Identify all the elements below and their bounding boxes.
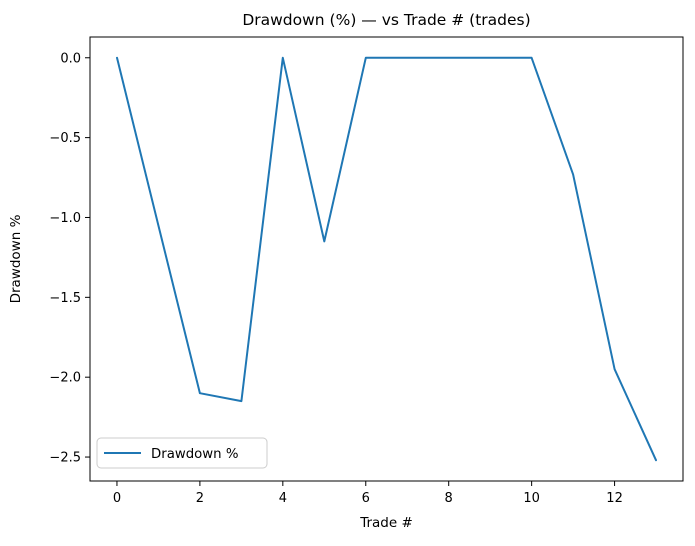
x-axis-ticks: 0 2 4 6 8 10 12 (113, 481, 623, 506)
x-tick-label: 10 (523, 491, 540, 506)
legend-box (96, 437, 268, 469)
y-tick-label: 0.0 (60, 51, 81, 66)
y-tick-label: −2.5 (49, 451, 81, 466)
x-tick-label: 2 (196, 491, 204, 506)
y-tick-label: −2.0 (49, 371, 81, 386)
chart-title: Drawdown (%) — vs Trade # (trades) (242, 11, 530, 29)
x-tick-label: 6 (362, 491, 370, 506)
x-tick-label: 8 (445, 491, 453, 506)
y-tick-label: −1.5 (49, 291, 81, 306)
series-line-drawdown- (116, 56, 657, 462)
x-axis-label: Trade # (359, 515, 413, 531)
y-tick-label: −1.0 (49, 211, 81, 226)
x-tick-label: 4 (279, 491, 287, 506)
legend: Drawdown % (96, 437, 268, 469)
x-tick-label: 0 (113, 491, 121, 506)
y-axis-ticks: 0.0 −0.5 −1.0 −1.5 −2.0 −2.5 (49, 51, 90, 466)
y-tick-label: −0.5 (49, 131, 81, 146)
y-axis-label: Drawdown % (8, 214, 24, 303)
legend-entry-label: Drawdown % (151, 447, 238, 462)
x-tick-label: 12 (606, 491, 623, 506)
plot-border (89, 36, 684, 482)
series-group (116, 56, 657, 462)
